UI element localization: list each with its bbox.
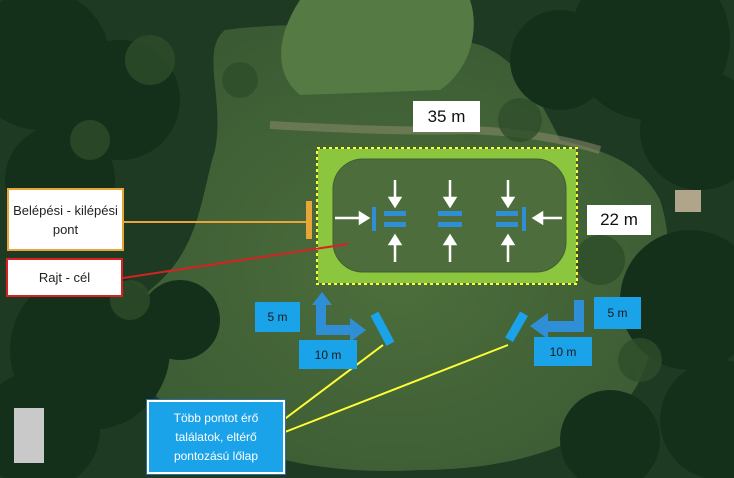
arrow-icon	[500, 196, 516, 209]
start-finish-label: Rajt - cél	[6, 258, 123, 297]
building	[14, 408, 44, 463]
arrow-icon	[387, 233, 403, 246]
arrow-icon	[442, 196, 458, 209]
dimension-22m-label: 22 m	[587, 205, 651, 235]
target-icon	[384, 222, 406, 227]
target-icon	[496, 211, 518, 216]
start-finish-leader	[122, 243, 349, 279]
target-icon	[522, 207, 526, 231]
target-icon	[505, 311, 528, 342]
arrow-icon	[500, 233, 516, 246]
target-group-2	[438, 211, 462, 227]
shooting-arrows	[335, 180, 562, 262]
dimension-35m-label: 35 m	[413, 101, 480, 132]
target-icon	[438, 211, 462, 216]
arrow-icon	[530, 300, 584, 339]
left-10m-label: 10 m	[299, 340, 357, 369]
arrow-icon	[312, 292, 366, 342]
target-icon	[384, 211, 406, 216]
right-10m-label: 10 m	[534, 337, 592, 366]
entry-exit-label: Belépési - kilépési pont	[7, 188, 124, 251]
building	[675, 190, 701, 212]
target-icon	[372, 207, 376, 231]
callout-line	[284, 344, 509, 433]
target-icon	[370, 311, 395, 346]
arrow-icon	[358, 210, 371, 226]
target-group-1	[372, 207, 406, 231]
entry-exit-marker	[306, 201, 312, 239]
multi-target-note: Több pontot érő találatok, eltérő pontoz…	[146, 399, 286, 475]
right-5m-label: 5 m	[594, 297, 641, 329]
target-icon	[438, 222, 462, 227]
target-group-3	[496, 207, 526, 231]
target-icon	[496, 222, 518, 227]
callout-line	[269, 344, 384, 431]
arrow-icon	[531, 210, 544, 226]
left-5m-label: 5 m	[255, 302, 300, 332]
tree-highlights	[70, 35, 662, 382]
arrow-icon	[442, 233, 458, 246]
meadow-north	[281, 0, 474, 95]
arrow-icon	[387, 196, 403, 209]
